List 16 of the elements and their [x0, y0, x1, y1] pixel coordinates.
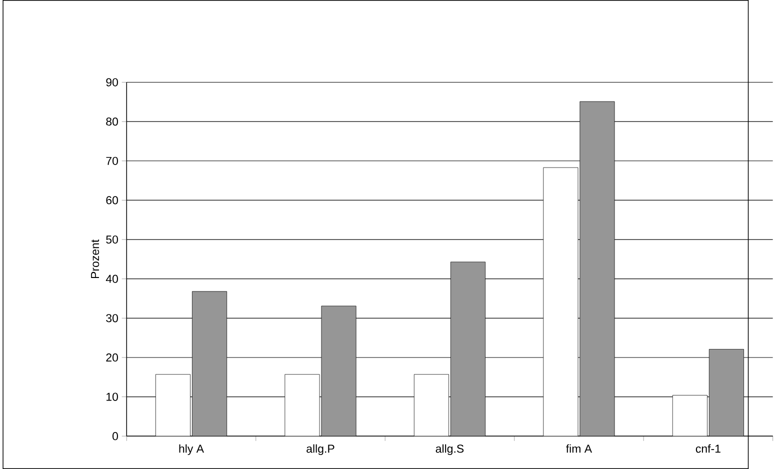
x-tick-label: hly A	[179, 444, 204, 456]
y-tick-label: 70	[106, 156, 118, 165]
y-tick-label: 90	[106, 78, 118, 86]
x-tick-label: cnf-1	[696, 444, 720, 453]
y-tick-label: 60	[106, 196, 118, 204]
x-tick-label: allg.S	[436, 444, 464, 456]
y-tick-label: 80	[106, 117, 118, 126]
x-tick-label: fim A	[566, 444, 592, 453]
y-tick-label: 0	[112, 432, 118, 440]
y-tick-label: 20	[106, 353, 118, 362]
x-tick-label: allg.P	[306, 444, 334, 456]
y-tick-label: 40	[106, 274, 118, 283]
y-tick-label: 50	[106, 235, 118, 244]
y-tick-label: 30	[106, 314, 118, 322]
y-tick-label: 10	[106, 392, 118, 401]
y-axis-title: Prozent	[91, 239, 100, 278]
